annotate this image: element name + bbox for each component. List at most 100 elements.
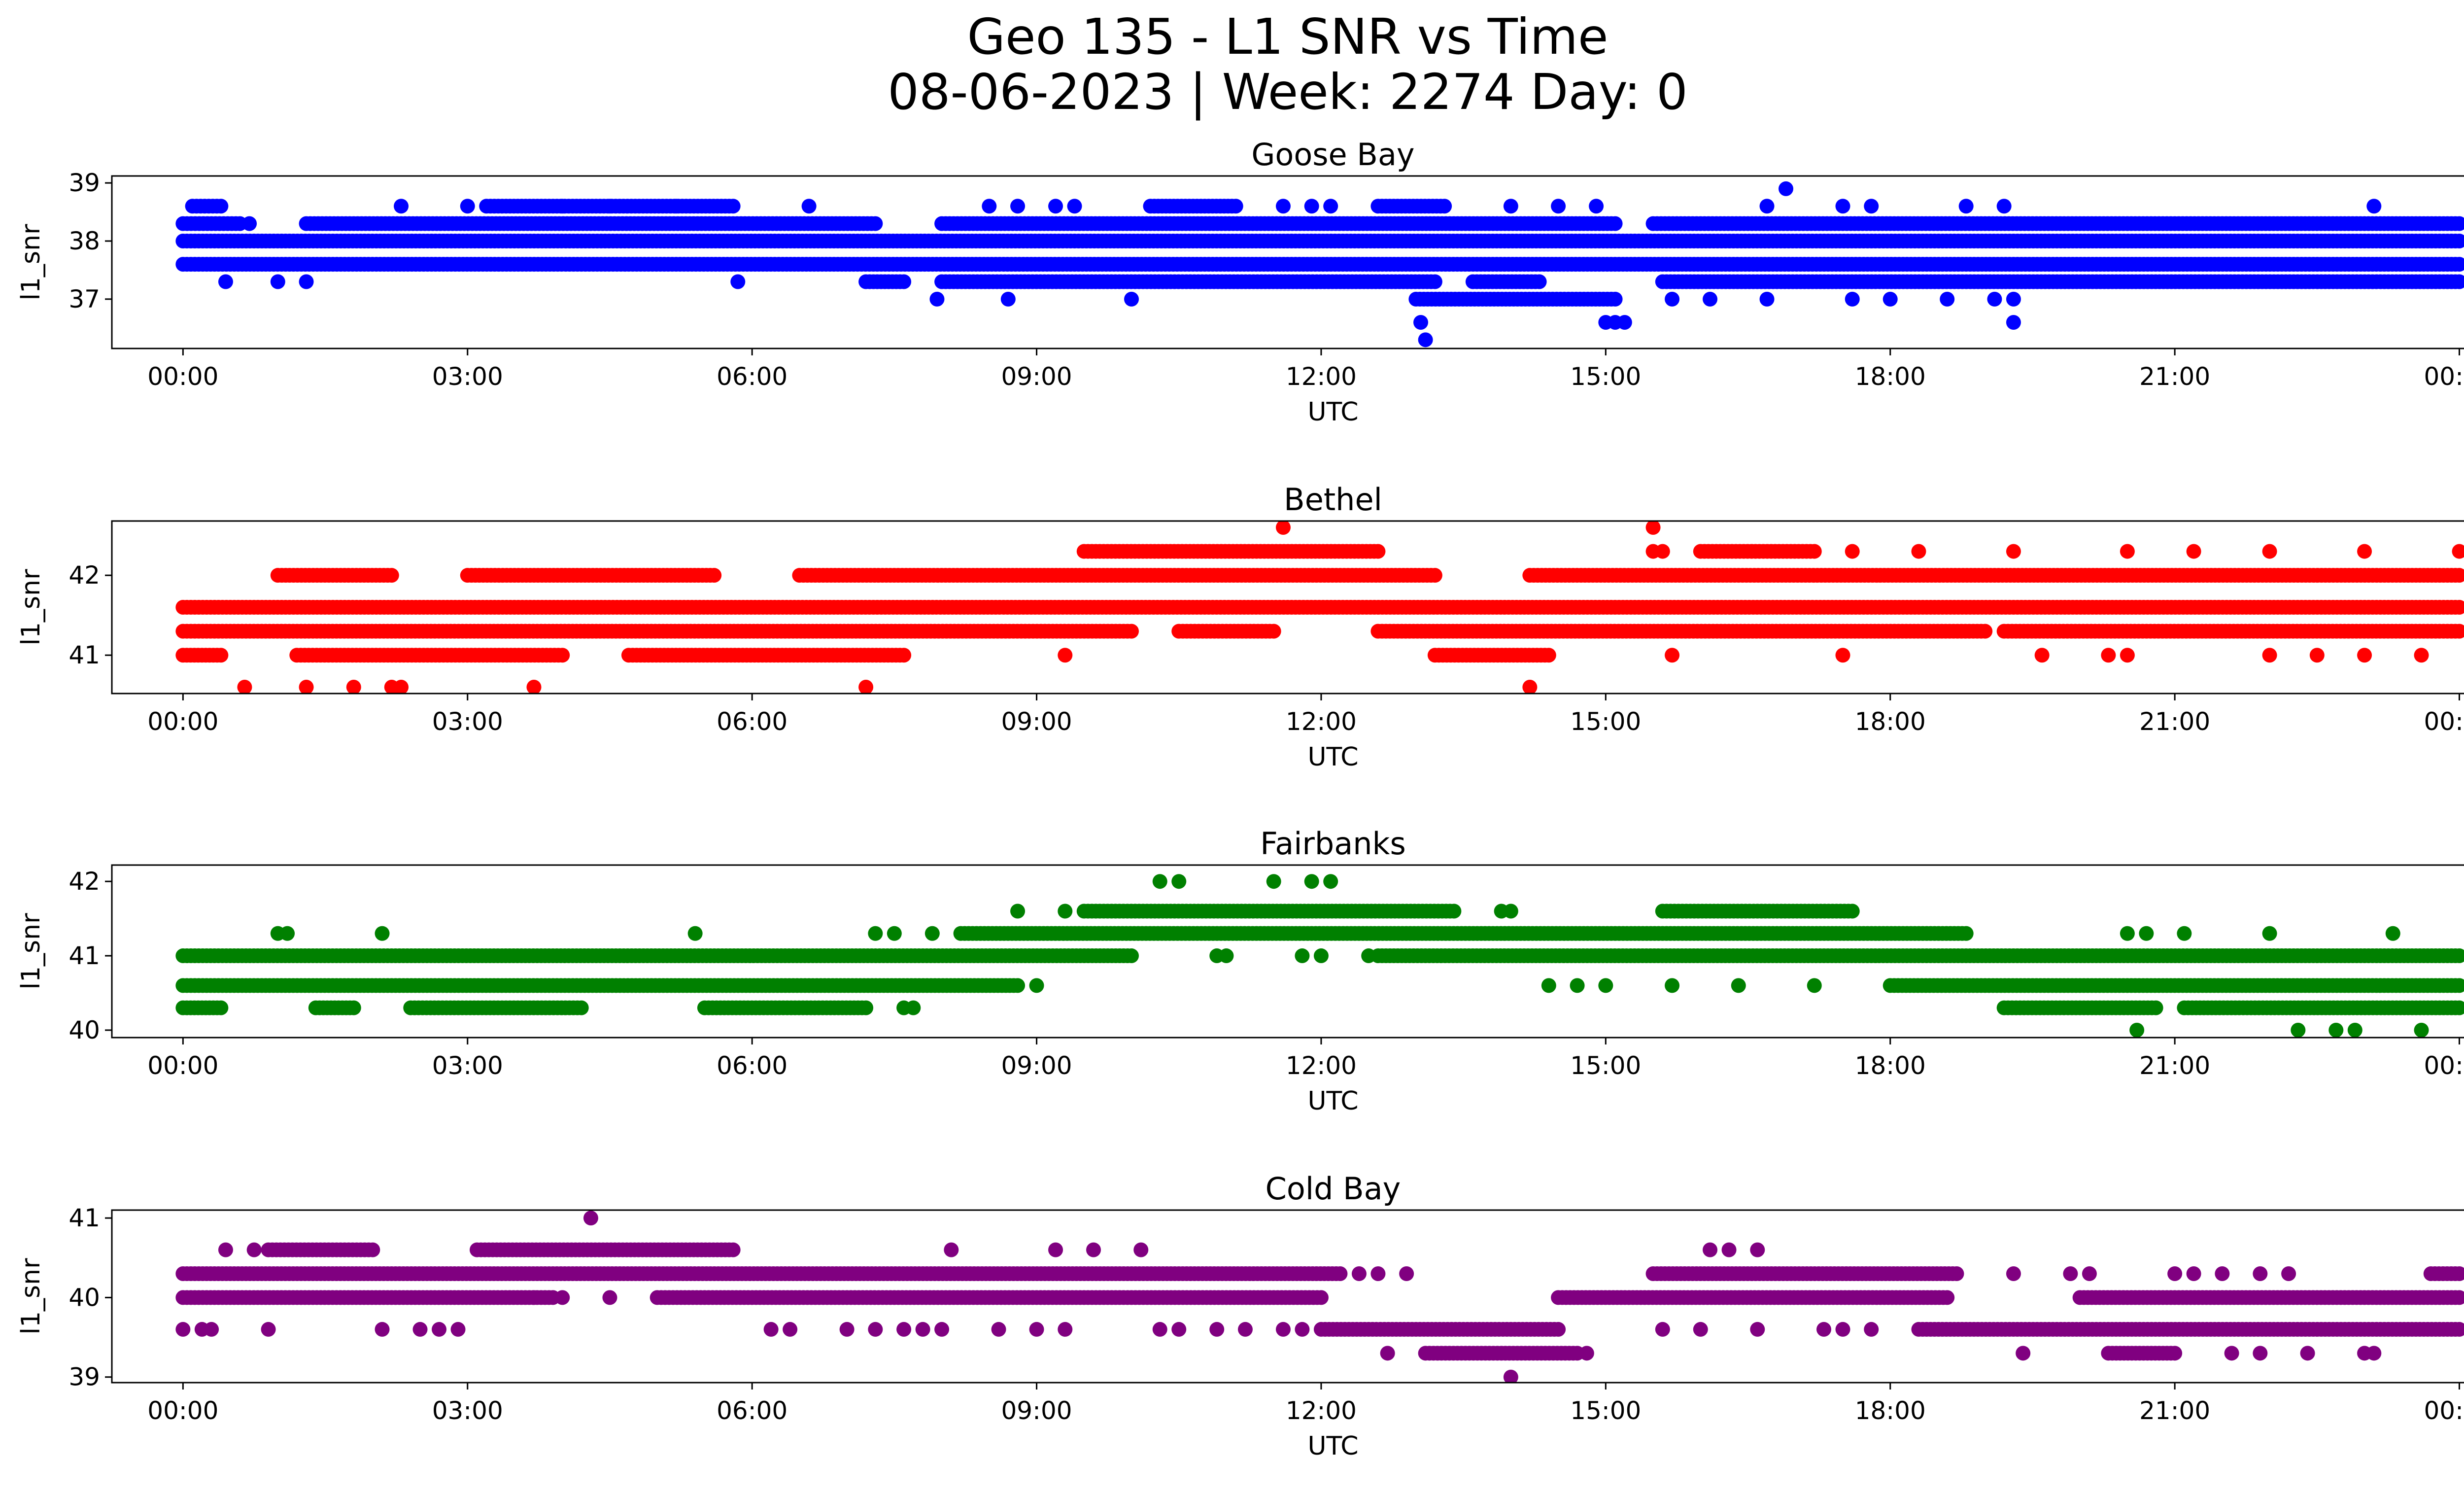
- data-point: [555, 648, 570, 663]
- x-tick-label: 00:00: [2424, 362, 2464, 391]
- x-tick-label: 12:00: [1286, 362, 1357, 391]
- x-axis-label: UTC: [1307, 742, 1358, 772]
- data-point: [1665, 291, 1680, 307]
- y-tick-label: 38: [68, 227, 100, 255]
- data-point: [1759, 199, 1775, 214]
- data-point: [1589, 199, 1604, 214]
- data-point: [1665, 648, 1680, 663]
- data-markers: [175, 521, 2464, 694]
- data-point: [1845, 544, 1860, 559]
- data-point: [2452, 568, 2464, 583]
- data-point: [237, 680, 252, 694]
- data-point: [1323, 199, 1338, 214]
- data-point: [1503, 199, 1518, 214]
- x-tick-label: 09:00: [1001, 362, 1072, 391]
- data-markers: [175, 874, 2464, 1038]
- data-point: [1987, 291, 2002, 307]
- data-point: [1010, 978, 1026, 993]
- data-point: [1010, 199, 1026, 214]
- data-point: [1275, 199, 1291, 214]
- data-point: [1608, 216, 1623, 231]
- data-point: [1864, 199, 1879, 214]
- data-point: [460, 199, 475, 214]
- data-point: [1835, 648, 1850, 663]
- data-markers: [175, 181, 2464, 348]
- data-point: [1541, 648, 1556, 663]
- data-point: [2006, 291, 2021, 307]
- data-point: [2120, 544, 2135, 559]
- data-point: [730, 274, 746, 289]
- data-point: [1882, 291, 1898, 307]
- x-axis-label: UTC: [1307, 397, 1358, 427]
- axes-frame: [111, 520, 2464, 695]
- y-axis-label: l1_snr: [16, 224, 46, 301]
- x-tick-label: 21:00: [2139, 707, 2210, 736]
- x-tick-label: 15:00: [1570, 707, 1641, 736]
- data-point: [1996, 199, 2012, 214]
- y-tick-label: 42: [68, 561, 100, 590]
- data-point: [2357, 544, 2372, 559]
- data-point: [2120, 648, 2135, 663]
- data-point: [929, 291, 945, 307]
- data-point: [2452, 624, 2464, 639]
- data-point: [1645, 521, 1661, 535]
- data-point: [299, 680, 314, 694]
- data-point: [2101, 648, 2116, 663]
- data-point: [1835, 199, 1850, 214]
- data-point: [2309, 648, 2325, 663]
- data-point: [1413, 314, 1429, 330]
- data-point: [2414, 648, 2429, 663]
- data-point: [896, 648, 912, 663]
- y-tick-label: 37: [68, 285, 100, 313]
- data-point: [2452, 233, 2464, 248]
- data-point: [1427, 568, 1442, 583]
- data-point: [394, 680, 409, 694]
- data-point: [526, 680, 542, 694]
- data-point: [858, 680, 874, 694]
- data-point: [270, 274, 285, 289]
- data-point: [1703, 291, 1718, 307]
- data-point: [1124, 624, 1139, 639]
- x-tick-label: 00:00: [147, 362, 218, 391]
- data-point: [218, 274, 233, 289]
- x-tick-label: 12:00: [1286, 707, 1357, 736]
- data-point: [1000, 291, 1016, 307]
- y-tick-label: 39: [68, 169, 100, 197]
- data-point: [242, 216, 257, 231]
- data-point: [2452, 978, 2464, 993]
- data-point: [384, 568, 399, 583]
- data-point: [1655, 544, 1670, 559]
- x-tick-label: 00:00: [2424, 707, 2464, 736]
- data-point: [2006, 544, 2021, 559]
- data-point: [1437, 199, 1452, 214]
- data-point: [1958, 199, 1974, 214]
- data-point: [1845, 291, 1860, 307]
- data-point: [1911, 544, 1926, 559]
- x-tick-label: 18:00: [1855, 362, 1926, 391]
- data-point: [725, 199, 741, 214]
- data-point: [555, 199, 570, 214]
- x-tick-label: 03:00: [432, 362, 503, 391]
- y-axis-label: l1_snr: [16, 569, 46, 646]
- data-point: [868, 216, 883, 231]
- x-tick-label: 06:00: [717, 707, 787, 736]
- data-point: [2262, 544, 2277, 559]
- axes-frame: [111, 175, 2464, 349]
- data-point: [2366, 199, 2382, 214]
- data-point: [1370, 544, 1386, 559]
- data-point: [2262, 648, 2277, 663]
- data-point: [1124, 291, 1139, 307]
- y-tick-label: 41: [68, 641, 100, 669]
- data-point: [1228, 199, 1243, 214]
- data-point: [2452, 600, 2464, 615]
- data-point: [1124, 948, 1139, 964]
- figure-title: Geo 135 - L1 SNR vs Time: [967, 8, 1608, 66]
- data-point: [1617, 314, 1632, 330]
- data-point: [1608, 291, 1623, 307]
- data-point: [2357, 648, 2372, 663]
- data-point: [707, 568, 722, 583]
